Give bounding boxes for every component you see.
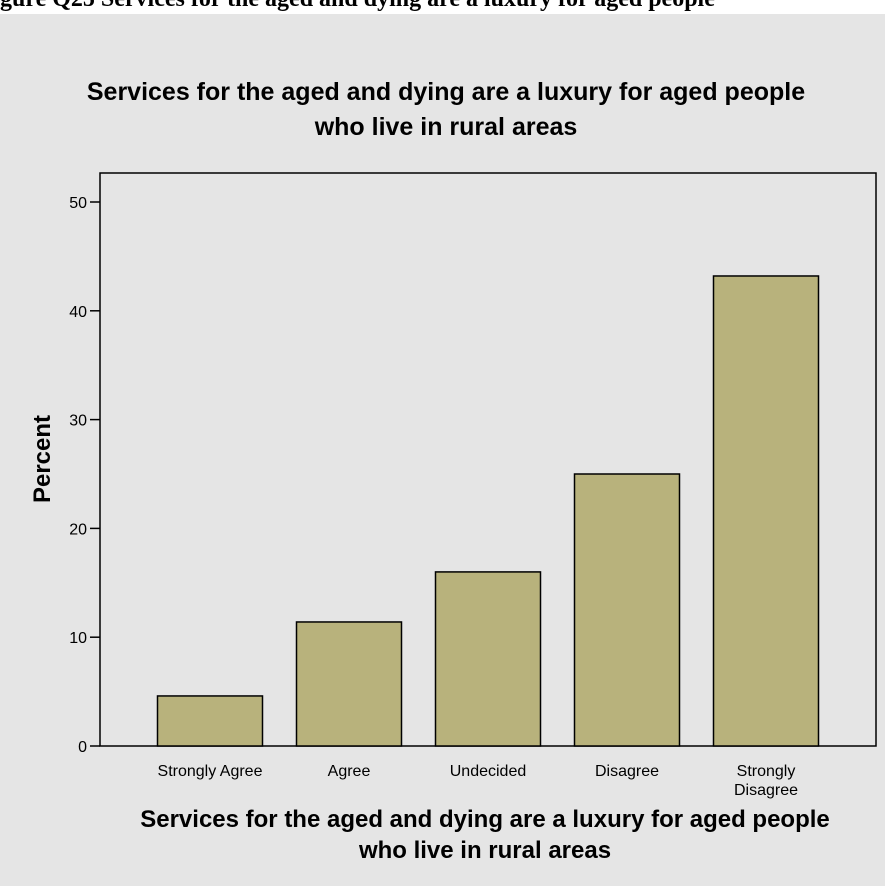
bar (156, 695, 264, 747)
chart-panel: Services for the aged and dying are a lu… (0, 14, 885, 886)
y-tick-label: 20 (69, 521, 87, 538)
y-axis-label: Percent (29, 415, 56, 503)
x-tick-label: Strongly Agree (158, 763, 263, 780)
bar (712, 275, 820, 747)
y-tick-label: 0 (78, 739, 87, 756)
page-caption: gure Q25 Services for the aged and dying… (0, 0, 885, 14)
y-tick-label: 50 (69, 195, 87, 212)
bar (295, 621, 403, 747)
y-tick-label: 30 (69, 413, 87, 430)
x-tick-label: Strongly (737, 763, 796, 780)
x-axis-label-line-1: Services for the aged and dying are a lu… (140, 806, 830, 833)
chart-title-line-2: who live in rural areas (314, 113, 578, 141)
x-tick-label: Agree (328, 763, 371, 780)
bar (573, 473, 681, 747)
x-tick-label: Disagree (595, 763, 659, 780)
x-tick-label: Undecided (450, 763, 527, 780)
chart-title-line-1: Services for the aged and dying are a lu… (87, 78, 805, 106)
x-axis-label-line-2: who live in rural areas (358, 837, 611, 864)
y-tick-label: 10 (69, 630, 87, 647)
y-axis: 0 10 20 30 40 50 (69, 195, 100, 756)
bar-chart: Services for the aged and dying are a lu… (29, 78, 877, 864)
x-axis: Strongly Agree Agree Undecided Disagree Stro… (158, 763, 799, 799)
y-tick-label: 40 (69, 304, 87, 321)
bar (434, 571, 542, 747)
bars (156, 275, 820, 747)
x-tick-label: Disagree (734, 782, 798, 799)
